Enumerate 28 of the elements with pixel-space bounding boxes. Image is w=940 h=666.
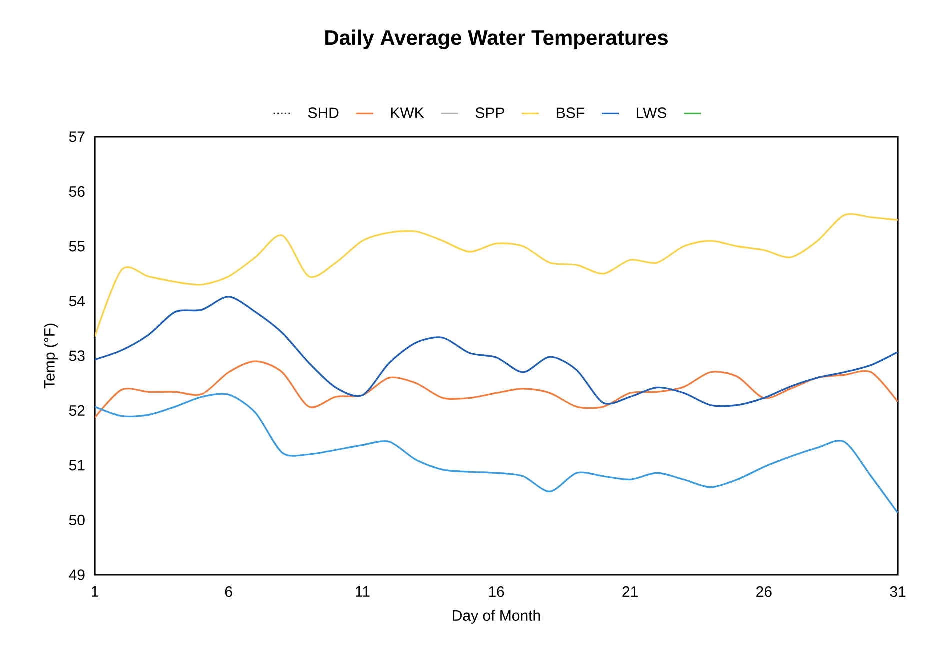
x-tick-label: 21: [622, 586, 638, 597]
legend-label: LWS: [637, 108, 667, 118]
line-series: [95, 393, 898, 514]
x-tick-label: 31: [890, 586, 906, 598]
legend-label: SPP: [476, 108, 504, 118]
x-tick-label: 11: [356, 586, 370, 597]
line-series: [95, 296, 898, 408]
y-tick-label: 53: [69, 350, 85, 362]
y-tick-label: 54: [69, 296, 86, 306]
line-series: [95, 213, 898, 338]
y-tick-label: 52: [69, 405, 85, 416]
y-tick-label: 55: [69, 241, 85, 252]
legend-label: BSF: [557, 108, 584, 118]
y-axis-title: Temp (°F): [44, 324, 58, 389]
x-tick-label: 26: [756, 586, 772, 598]
x-axis-title: Day of Month: [453, 610, 540, 624]
y-tick-label: 50: [69, 514, 85, 526]
x-tick-label: 1: [92, 586, 98, 597]
y-tick-label: 56: [69, 186, 85, 198]
y-tick-label: 49: [69, 570, 85, 580]
line-series: [95, 360, 898, 419]
legend-label: KWK: [391, 108, 424, 118]
chart-title: Daily Average Water Temperatures: [326, 30, 668, 50]
legend-label: SHD: [308, 108, 339, 118]
y-tick-label: 57: [69, 132, 85, 142]
x-tick-label: 6: [225, 586, 232, 598]
y-tick-label: 51: [69, 460, 85, 471]
x-tick-label: 16: [489, 586, 504, 598]
